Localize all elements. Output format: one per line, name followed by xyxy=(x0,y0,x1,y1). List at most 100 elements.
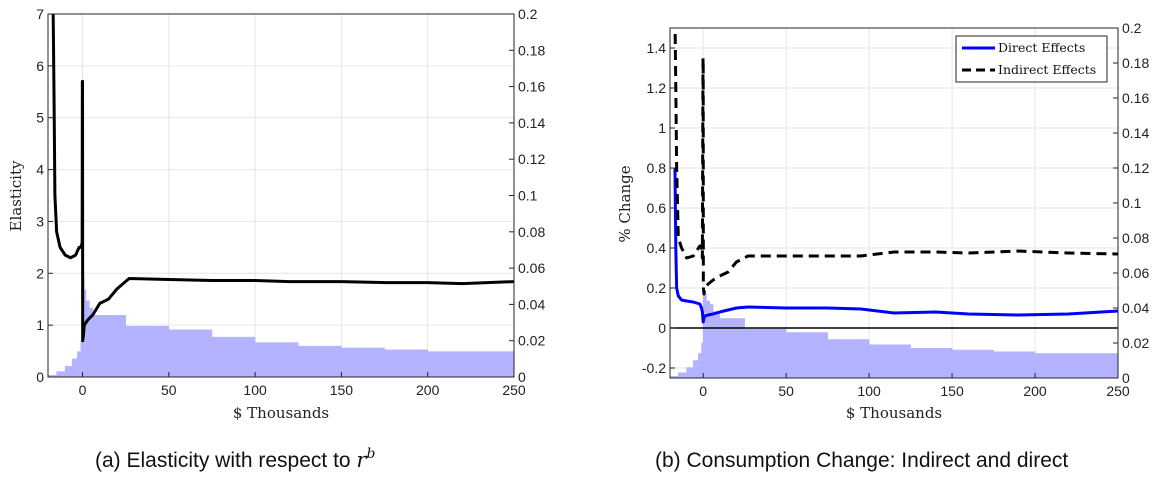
y2-tick-label: 0.18 xyxy=(1122,55,1149,71)
panel-a-ticks: 0 50 100 150 200 2500123456700.020.040.060.08… xyxy=(36,6,545,398)
histogram-bar xyxy=(951,349,994,378)
histogram-bar xyxy=(71,358,78,377)
y2-tick-label: 0 xyxy=(1122,370,1130,386)
x-tick-label: 150 xyxy=(940,383,964,399)
histogram-bar xyxy=(65,365,73,377)
histogram-bar xyxy=(298,345,342,377)
histogram-bar xyxy=(678,372,687,378)
histogram-bar xyxy=(56,371,66,377)
panel-a-caption: (a) Elasticity with respect to rb xyxy=(95,446,375,472)
y2-tick-label: 0.08 xyxy=(518,224,545,240)
histogram-bar xyxy=(692,360,699,378)
histogram-bar xyxy=(99,315,126,377)
histogram-bar xyxy=(168,329,213,377)
histogram-bar xyxy=(697,353,702,378)
series-line-0 xyxy=(51,14,514,343)
y2-tick-label: 0.06 xyxy=(1122,265,1149,281)
y-tick-label: 1.2 xyxy=(647,80,667,96)
panel-a-elasticity: 0 50 100 150 200 2500123456700.020.040.060.08… xyxy=(7,6,545,472)
histogram-bar xyxy=(125,325,170,377)
y-tick-label: 5 xyxy=(36,110,44,126)
x-tick-label: 50 xyxy=(161,382,177,398)
y-tick-label: 7 xyxy=(36,6,44,22)
panel-a-lines xyxy=(51,14,514,343)
histogram-bar xyxy=(427,351,514,377)
y2-tick-label: 0 xyxy=(518,369,526,385)
panel-b-legend: Direct Effects Indirect Effects xyxy=(955,35,1108,83)
y2-tick-label: 0.16 xyxy=(518,79,545,95)
x-tick-label: 200 xyxy=(416,382,440,398)
y-tick-label: 1 xyxy=(36,317,44,333)
y2-tick-label: 0.1 xyxy=(518,188,538,204)
y-tick-label: 2 xyxy=(36,265,44,281)
series-line-direct-effects xyxy=(673,167,1118,324)
y2-tick-label: 0.06 xyxy=(518,260,545,276)
histogram-bar xyxy=(910,348,953,378)
x-tick-label: 100 xyxy=(857,383,881,399)
legend-label-direct: Direct Effects xyxy=(998,40,1085,55)
y2-tick-label: 0.1 xyxy=(1122,195,1142,211)
y-tick-label: 4 xyxy=(36,162,44,178)
panel-b-ylabel: % Change xyxy=(616,165,634,242)
histogram-bar xyxy=(706,300,711,378)
histogram-bar xyxy=(785,332,828,378)
y2-tick-label: 0.14 xyxy=(518,115,545,131)
y-tick-label: 6 xyxy=(36,58,44,74)
histogram-bar xyxy=(85,300,90,377)
histogram-bar xyxy=(744,328,787,378)
histogram-bar xyxy=(993,351,1036,378)
y-tick-label: 0.2 xyxy=(647,280,667,296)
histogram-bar xyxy=(77,351,82,377)
x-tick-label: 250 xyxy=(502,382,526,398)
histogram-bar xyxy=(1034,353,1118,378)
x-tick-label: 50 xyxy=(778,383,794,399)
y2-tick-label: 0.04 xyxy=(518,296,545,312)
panel-b-ticks: 0 50 100 150 200 250 -0.2 0 0.2 0.4 0.6 0.8 1 1.2 1.4 0… xyxy=(642,20,1150,399)
histogram-bar xyxy=(92,315,101,377)
panel-a-ylabel: Elasticity xyxy=(7,160,25,231)
y-tick-label: 0.4 xyxy=(647,240,667,256)
y2-tick-label: 0.08 xyxy=(1122,230,1149,246)
histogram-bar xyxy=(827,339,870,378)
x-tick-label: 250 xyxy=(1106,383,1130,399)
panel-b-consumption: 0 50 100 150 200 250 -0.2 0 0.2 0.4 0.6 0.8 1 1.2 1.4 0… xyxy=(616,20,1150,472)
x-tick-label: 200 xyxy=(1023,383,1047,399)
y2-tick-label: 0.04 xyxy=(1122,300,1149,316)
y2-tick-label: 0.16 xyxy=(1122,90,1149,106)
panel-a-caption-text: (a) Elasticity with respect to xyxy=(95,449,356,472)
legend-box xyxy=(955,35,1108,83)
y-tick-label: 1 xyxy=(658,120,666,136)
y-tick-label: 0 xyxy=(36,369,44,385)
panel-a-caption-math: r xyxy=(356,448,368,472)
panel-b-histogram xyxy=(670,290,1118,378)
panel-a-xlabel: $ Thousands xyxy=(233,404,329,422)
y2-tick-label: 0.2 xyxy=(1122,20,1142,36)
histogram-bar xyxy=(686,367,694,378)
histogram-bar xyxy=(712,311,721,378)
panel-b-caption: (b) Consumption Change: Indirect and dir… xyxy=(655,449,1068,472)
panel-b-lines xyxy=(673,28,1118,324)
y-tick-label: 3 xyxy=(36,213,44,229)
x-tick-label: 100 xyxy=(243,382,267,398)
panel-b-xlabel: $ Thousands xyxy=(846,404,942,422)
y2-tick-label: 0.14 xyxy=(1122,125,1149,141)
y2-tick-label: 0.18 xyxy=(518,42,545,58)
y-tick-label: 0 xyxy=(658,320,666,336)
y-tick-label: -0.2 xyxy=(642,360,666,376)
x-tick-label: 150 xyxy=(330,382,354,398)
x-tick-label: 0 xyxy=(79,382,87,398)
histogram-bar xyxy=(384,349,428,377)
histogram-bar xyxy=(211,336,256,377)
y2-tick-label: 0.02 xyxy=(518,333,545,349)
y-tick-label: 0.8 xyxy=(647,160,667,176)
legend-label-indirect: Indirect Effects xyxy=(998,62,1096,77)
y2-tick-label: 0.2 xyxy=(518,6,538,22)
histogram-bar xyxy=(80,340,83,377)
y2-tick-label: 0.12 xyxy=(1122,160,1149,176)
y-tick-label: 0.6 xyxy=(647,200,667,216)
y-tick-label: 1.4 xyxy=(647,40,667,56)
x-tick-label: 0 xyxy=(699,383,707,399)
panel-a-caption-sup: b xyxy=(366,446,375,462)
y2-tick-label: 0.12 xyxy=(518,151,545,167)
